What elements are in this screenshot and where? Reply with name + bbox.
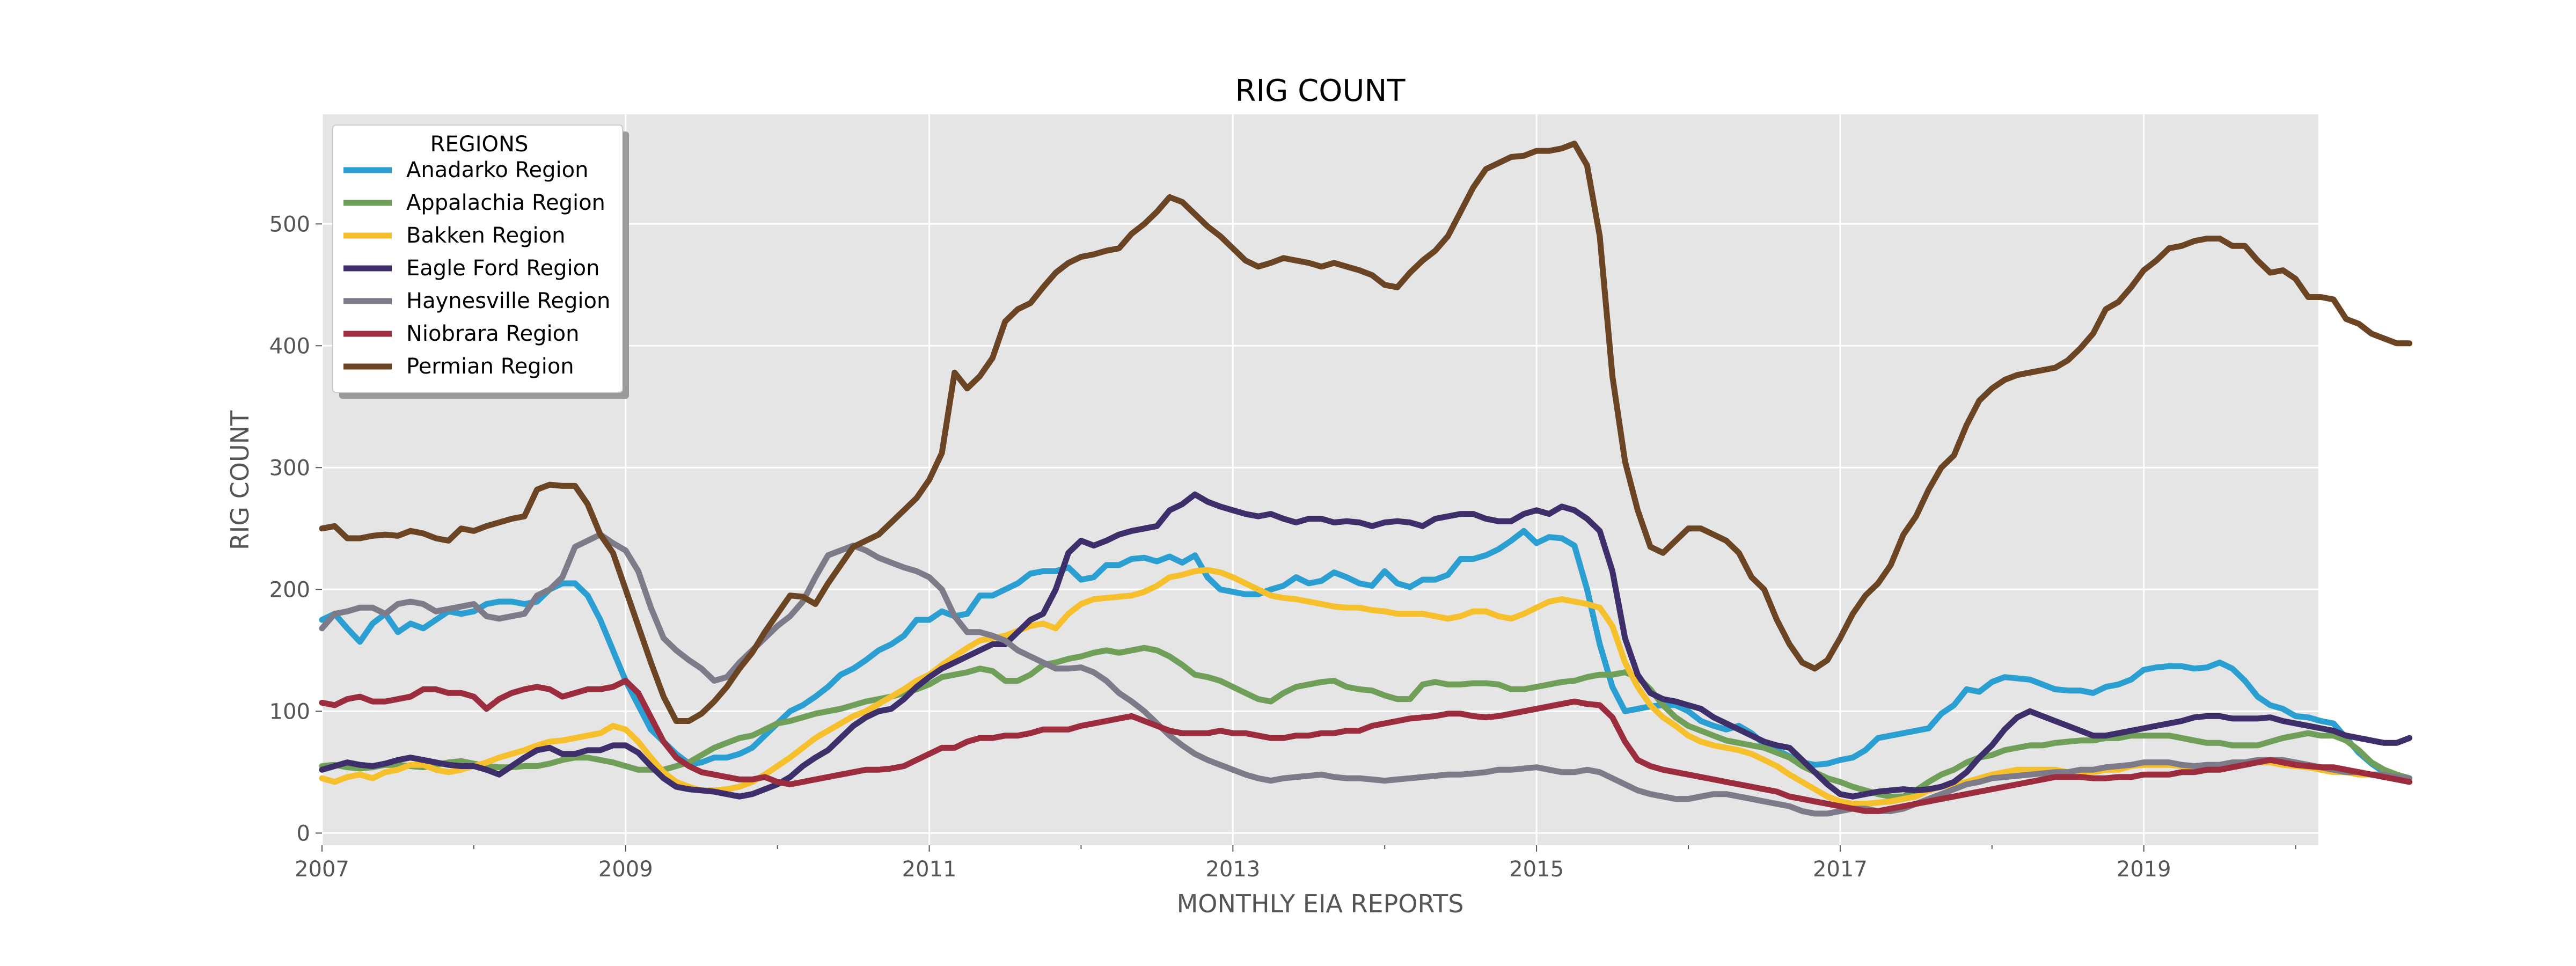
series-line-eagle-ford-region — [319, 491, 2413, 800]
chart-title: RIG COUNT — [1235, 74, 1406, 108]
x-tick-label: 2011 — [902, 857, 957, 882]
y-tick-label: 200 — [269, 577, 310, 602]
legend-label: Eagle Ford Region — [406, 256, 599, 281]
x-tick-label: 2009 — [598, 857, 653, 882]
y-tick-label: 100 — [269, 699, 310, 724]
y-tick-label: 400 — [269, 334, 310, 358]
y-tick-label: 300 — [269, 456, 310, 480]
y-axis-label: RIG COUNT — [225, 410, 254, 550]
series-line-haynesville-region — [319, 531, 2413, 817]
x-tick-label: 2007 — [295, 857, 349, 882]
series-layer — [319, 141, 2413, 817]
x-tick-label: 2019 — [2117, 857, 2171, 882]
legend-label: Appalachia Region — [406, 191, 605, 215]
legend-label: Anadarko Region — [406, 158, 588, 182]
y-tick-label: 0 — [297, 821, 310, 846]
x-tick-label: 2015 — [1509, 857, 1564, 882]
legend: REGIONS Anadarko Region Appalachia Region… — [332, 125, 629, 399]
grid — [321, 114, 2318, 845]
series-line-niobrara-region — [319, 678, 2413, 814]
series-line-permian-region — [319, 141, 2413, 724]
series-line-appalachia-region — [319, 645, 2413, 800]
legend-label: Niobrara Region — [406, 321, 579, 346]
legend-label: Haynesville Region — [406, 289, 610, 313]
legend-title: REGIONS — [430, 132, 529, 157]
legend-label: Permian Region — [406, 354, 574, 379]
legend-label: Bakken Region — [406, 223, 565, 248]
x-tick-label: 2013 — [1205, 857, 1260, 882]
axis-ticks: 2007 2009 2011 2013 2015 2017 2019 0 100 200 300 40… — [269, 212, 2296, 882]
y-tick-label: 500 — [269, 212, 310, 237]
legend-items: Anadarko Region Appalachia Region Bakken R… — [343, 158, 610, 379]
legend-box — [332, 125, 623, 393]
x-axis-label: MONTHLY EIA REPORTS — [1177, 889, 1464, 918]
x-tick-label: 2017 — [1813, 857, 1868, 882]
